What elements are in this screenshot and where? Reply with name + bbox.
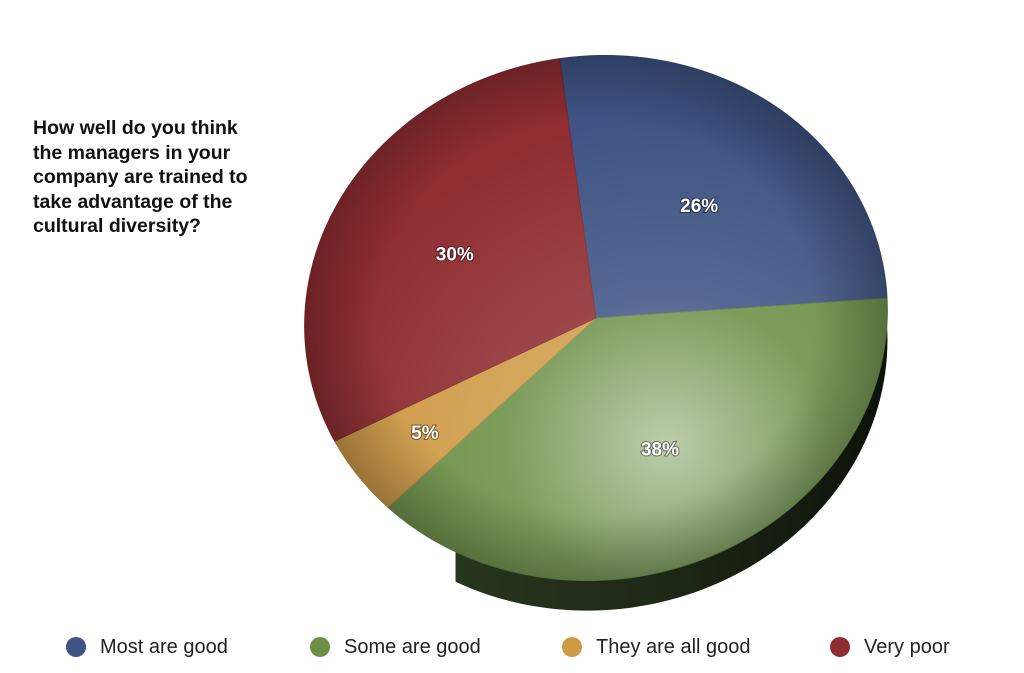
- legend-swatch-they-are-all-good: [562, 637, 582, 657]
- pie-value-labels: 26% 38% 5% 30%: [410, 195, 719, 462]
- legend-swatch-some-are-good: [310, 637, 330, 657]
- legend-item-some-are-good: Some are good: [310, 630, 481, 664]
- value-label-some-are-good: 38%: [641, 440, 679, 461]
- pie-edge-shade: [304, 55, 888, 581]
- value-label-very-poor: 30%: [436, 244, 474, 265]
- legend-swatch-most-are-good: [66, 637, 86, 657]
- legend-swatch-very-poor: [830, 637, 850, 657]
- legend-label: Very poor: [864, 635, 950, 658]
- legend: Most are good Some are good They are all…: [0, 630, 1024, 664]
- legend-item-most-are-good: Most are good: [66, 630, 228, 664]
- legend-label: They are all good: [596, 635, 751, 658]
- legend-item-very-poor: Very poor: [830, 630, 950, 664]
- legend-label: Most are good: [100, 635, 228, 658]
- chart-title: How well do you think the managers in yo…: [33, 117, 248, 237]
- value-label-most-are-good: 26%: [680, 196, 718, 217]
- legend-item-they-are-all-good: They are all good: [562, 630, 751, 664]
- value-label-they-are-all-good: 5%: [411, 423, 439, 444]
- pie-highlight: [304, 55, 888, 581]
- legend-label: Some are good: [344, 635, 481, 658]
